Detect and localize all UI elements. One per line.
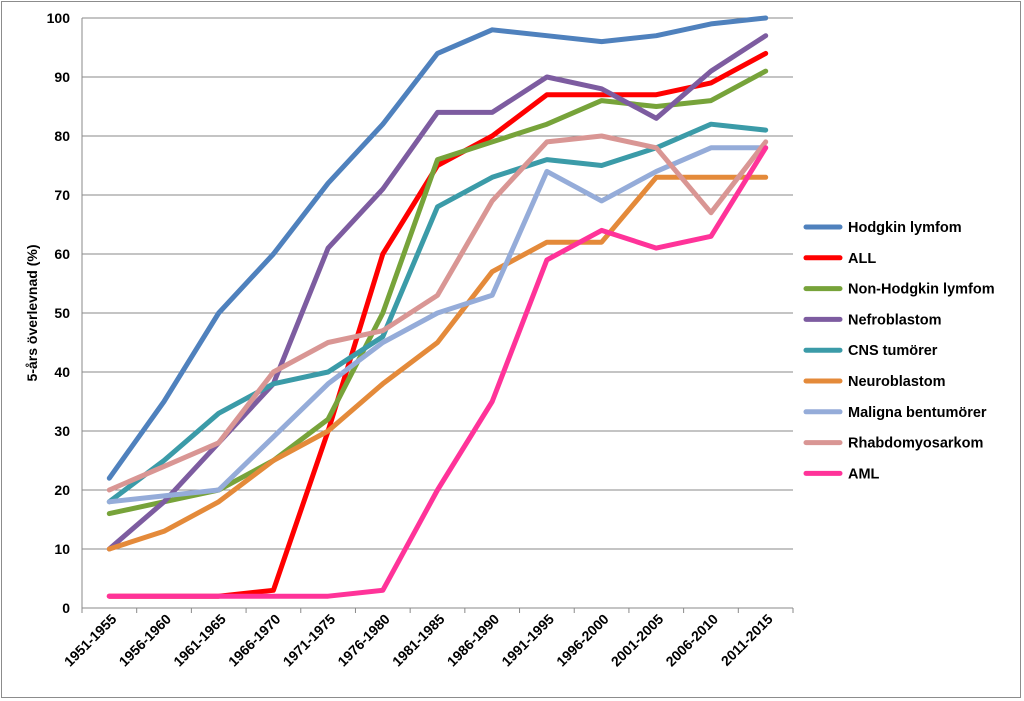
y-tick-label: 30 (54, 423, 70, 439)
x-tick-label: 1971-1975 (280, 611, 339, 670)
legend-label: AML (848, 466, 880, 482)
y-tick-label: 10 (54, 541, 70, 557)
legend-label: CNS tumörer (848, 343, 938, 359)
series-line-9 (106, 145, 769, 599)
x-tick-label: 2006-2010 (662, 611, 721, 670)
legend-label: ALL (848, 251, 876, 267)
series-line-2 (106, 50, 769, 599)
legend-label: Rhabdomyosarkom (848, 436, 983, 452)
x-tick-label: 2001-2005 (608, 611, 667, 670)
y-tick-label: 40 (54, 364, 70, 380)
x-tick-label: 1996-2000 (553, 611, 612, 670)
x-tick-label: 1961-1965 (170, 611, 229, 670)
x-tick-label: 1991-1995 (498, 611, 557, 670)
x-tick-labels: 1951-19551956-19601961-19651966-19701971… (61, 611, 776, 670)
y-axis-title: 5-års överlevnad (%) (24, 245, 40, 382)
series-line-6 (106, 174, 769, 552)
series-line-7 (106, 145, 769, 505)
legend-label: Maligna bentumörer (848, 405, 987, 421)
x-tick-label: 2011-2015 (718, 611, 776, 669)
legend: Hodgkin lymfom ALL Non-Hodgkin lymfom Nefro… (803, 220, 995, 482)
y-tick-label: 20 (54, 482, 70, 498)
y-tick-label: 0 (62, 600, 70, 616)
y-tick-label: 50 (54, 305, 70, 321)
series-line-1 (106, 15, 769, 481)
y-tick-label: 100 (47, 10, 71, 26)
x-tick-label: 1976-1980 (334, 611, 393, 670)
y-tick-labels: 0 10 20 30 40 50 60 70 80 90 100 (47, 10, 71, 616)
x-tick-label: 1966-1970 (225, 611, 284, 670)
y-tick-label: 90 (54, 69, 70, 85)
x-tick-label: 1951-1955 (61, 611, 120, 670)
legend-label: Neuroblastom (848, 374, 946, 390)
legend-label: Non-Hodgkin lymfom (848, 282, 995, 298)
x-tick-label: 1981-1985 (389, 611, 448, 670)
legend-label: Nefroblastom (848, 312, 941, 328)
series-lines (106, 15, 769, 599)
y-tick-label: 60 (54, 246, 70, 262)
y-tick-label: 80 (54, 128, 70, 144)
x-tick-label: 1986-1990 (444, 611, 503, 670)
legend-label: Hodgkin lymfom (848, 220, 962, 236)
x-tick-label: 1956-1960 (116, 611, 175, 670)
y-tick-label: 70 (54, 187, 70, 203)
series-line-8 (106, 133, 769, 493)
